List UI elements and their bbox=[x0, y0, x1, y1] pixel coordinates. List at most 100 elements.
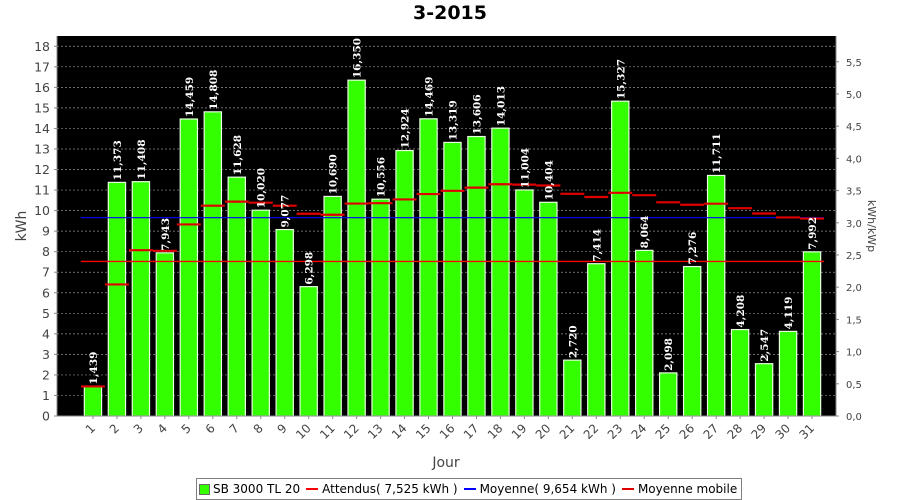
y-tick-label: 7 bbox=[42, 265, 50, 280]
legend-swatch-moyenne bbox=[463, 488, 476, 490]
y-tick-label: 16 bbox=[34, 80, 50, 95]
legend-label-moyenne: Moyenne( 9,654 kWh ) bbox=[479, 482, 616, 496]
y-tick-label: 12 bbox=[34, 162, 50, 177]
x-tick-label: 17 bbox=[461, 421, 482, 442]
bar bbox=[611, 100, 630, 417]
x-tick-label: 6 bbox=[203, 421, 218, 436]
x-tick-label: 7 bbox=[227, 421, 242, 436]
x-tick-label: 27 bbox=[701, 421, 722, 442]
bar-value-label: 7,414 bbox=[591, 229, 603, 262]
y2-tick-label: 0,0 bbox=[846, 412, 862, 423]
y-tick-label: 8 bbox=[42, 244, 50, 259]
x-tick-label: 21 bbox=[557, 421, 578, 442]
x-tick-label: 10 bbox=[293, 421, 314, 442]
bar-value-label: 13,606 bbox=[471, 94, 483, 134]
y-tick-label: 1 bbox=[42, 388, 50, 403]
bar bbox=[491, 127, 510, 417]
bar-value-label: 4,119 bbox=[783, 297, 795, 330]
chart-title: 3-2015 bbox=[413, 2, 487, 24]
x-tick-label: 15 bbox=[413, 421, 434, 442]
y2-tick-label: 5,5 bbox=[846, 58, 862, 69]
bar-value-label: 14,808 bbox=[208, 70, 220, 110]
bar-value-label: 9,077 bbox=[280, 195, 292, 228]
x-tick-label: 31 bbox=[796, 421, 817, 442]
y-tick-label: 18 bbox=[34, 39, 50, 54]
legend-swatch-moyenne-mobile bbox=[621, 488, 634, 490]
legend-swatch-attendus bbox=[306, 488, 319, 490]
x-tick-label: 14 bbox=[389, 421, 410, 442]
bar bbox=[155, 252, 175, 417]
bar-value-label: 10,690 bbox=[328, 154, 340, 194]
x-tick-label: 2 bbox=[107, 421, 122, 436]
bar bbox=[587, 263, 606, 417]
bar bbox=[323, 195, 342, 417]
x-tick-label: 18 bbox=[485, 421, 506, 442]
bar bbox=[83, 385, 103, 417]
legend-item-moyenne: Moyenne( 9,654 kWh ) bbox=[463, 482, 616, 496]
y-tick-label: 9 bbox=[42, 224, 50, 239]
bar bbox=[275, 228, 294, 417]
bar bbox=[635, 249, 654, 417]
bar-value-label: 11,373 bbox=[112, 140, 124, 180]
x-tick-label: 29 bbox=[749, 421, 770, 442]
x-tick-label: 22 bbox=[581, 421, 602, 442]
y2-tick-label: 2,0 bbox=[846, 283, 862, 294]
y2-tick-label: 5,0 bbox=[846, 90, 862, 101]
legend-label-moyenne-mobile: Moyenne mobile bbox=[637, 482, 738, 496]
bar-value-label: 15,327 bbox=[615, 59, 627, 99]
x-tick-label: 19 bbox=[509, 421, 530, 442]
bar bbox=[706, 174, 726, 417]
bar-value-label: 12,924 bbox=[400, 108, 412, 148]
bar-value-label: 6,298 bbox=[304, 252, 316, 285]
y-tick-label: 17 bbox=[34, 59, 50, 74]
y-tick-label: 4 bbox=[42, 326, 50, 341]
y2-tick-label: 0,5 bbox=[846, 380, 862, 391]
y-tick-label: 0 bbox=[42, 409, 50, 424]
bar bbox=[539, 201, 558, 417]
x-tick-label: 25 bbox=[653, 421, 674, 442]
bar-value-label: 14,469 bbox=[424, 77, 436, 117]
x-tick-label: 28 bbox=[725, 421, 746, 442]
bar bbox=[515, 189, 534, 417]
bar-value-label: 10,020 bbox=[256, 168, 268, 208]
bar bbox=[754, 363, 774, 417]
x-tick-label: 20 bbox=[533, 421, 554, 442]
x-tick-label: 8 bbox=[251, 421, 266, 436]
bar bbox=[467, 135, 486, 417]
y-axis-title: kWh bbox=[14, 211, 30, 242]
bar-value-label: 1,439 bbox=[88, 352, 100, 385]
bar bbox=[203, 111, 223, 417]
y-tick-label: 14 bbox=[34, 121, 50, 136]
bar-value-label: 7,992 bbox=[807, 217, 819, 250]
x-tick-label: 12 bbox=[341, 421, 362, 442]
y2-tick-label: 2,5 bbox=[846, 251, 862, 262]
y-tick-label: 15 bbox=[34, 100, 50, 115]
x-tick-label: 11 bbox=[317, 421, 338, 442]
x-tick-label: 13 bbox=[365, 421, 386, 442]
y2-tick-label: 3,5 bbox=[846, 187, 862, 198]
bar-value-label: 7,943 bbox=[160, 218, 172, 251]
bar bbox=[778, 330, 798, 417]
x-tick-label: 3 bbox=[131, 421, 146, 436]
x-tick-label: 16 bbox=[437, 421, 458, 442]
y2-tick-label: 1,0 bbox=[846, 348, 862, 359]
y-tick-label: 5 bbox=[42, 306, 50, 321]
x-tick-label: 4 bbox=[155, 421, 170, 436]
bar-value-label: 11,711 bbox=[711, 133, 723, 173]
bar bbox=[730, 328, 750, 417]
bar bbox=[131, 181, 151, 417]
bar bbox=[299, 286, 318, 417]
bar-value-label: 7,276 bbox=[687, 232, 699, 265]
bar bbox=[419, 118, 438, 417]
bar-value-label: 11,004 bbox=[519, 148, 531, 188]
bar bbox=[802, 251, 822, 417]
legend-swatch-production bbox=[199, 483, 210, 495]
chart-legend: SB 3000 TL 20 Attendus( 7,525 kWh ) Moye… bbox=[196, 478, 743, 500]
bar-value-label: 8,064 bbox=[639, 215, 651, 248]
y-tick-label: 13 bbox=[34, 141, 50, 156]
legend-item-attendus: Attendus( 7,525 kWh ) bbox=[306, 482, 458, 496]
legend-label-production: SB 3000 TL 20 bbox=[213, 482, 301, 496]
y2-tick-label: 3,0 bbox=[846, 219, 862, 230]
bar-value-label: 4,208 bbox=[735, 295, 747, 328]
